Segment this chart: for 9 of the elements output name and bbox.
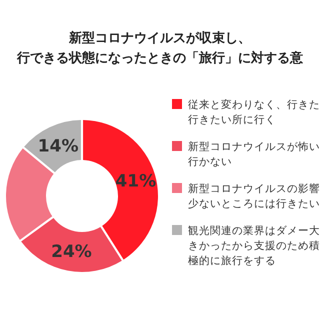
donut-slice (21, 218, 122, 272)
legend-label: 従来と変わりなく、行きた行きたい所に行く (188, 98, 320, 126)
legend-label: 新型コロナウイルスが怖い行かない (188, 140, 320, 168)
legend-label: 観光関連の業界はダメー大きかったから支援のため積極的に旅行をする (188, 224, 320, 267)
data-label: 24% (51, 242, 92, 262)
legend-label: 新型コロナウイルスの影響少ないところには行きたい (188, 182, 320, 210)
chart-title: 新型コロナウイルスが収束し、行できる状態になったときの「旅行」に対する意 (16, 30, 304, 66)
data-label: 14% (38, 136, 79, 156)
data-label: 41% (115, 171, 156, 192)
